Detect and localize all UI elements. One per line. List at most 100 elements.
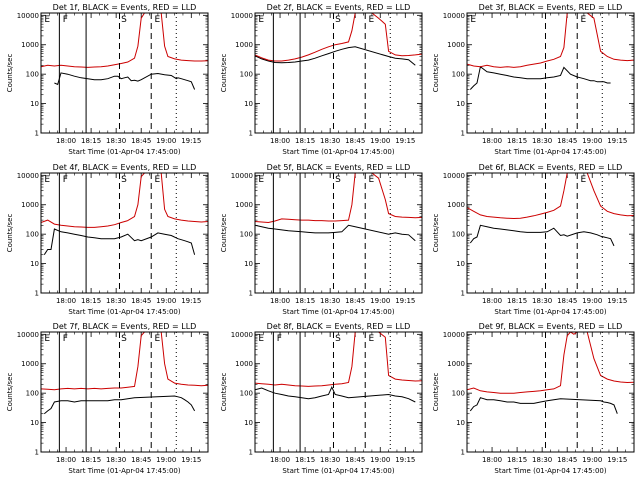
- y-tick-label: 10: [30, 419, 39, 427]
- y-tick-label: 100: [240, 71, 253, 79]
- panel-title: Det 1f, BLACK = Events, RED = LLD: [53, 3, 197, 12]
- x-tick-label: 19:00: [582, 456, 602, 464]
- y-tick-label: 10000: [443, 172, 465, 180]
- interval-marker-label: S: [335, 334, 341, 344]
- plot-frame: [40, 331, 209, 453]
- series-events-line: [469, 397, 618, 414]
- x-axis-label: Start Time (01-Apr-04 17:45:00): [282, 148, 394, 156]
- y-tick-label: 1: [461, 449, 465, 457]
- interval-marker-label: E: [44, 15, 50, 25]
- x-tick-label: 18:30: [106, 456, 126, 464]
- y-tick-label: 1000: [235, 360, 253, 368]
- x-axis-label: Start Time (01-Apr-04 17:45:00): [494, 148, 606, 156]
- series-lld-line: [467, 173, 634, 220]
- series-events-line: [255, 46, 416, 66]
- plot-frame: [466, 331, 635, 453]
- y-tick-label: 10000: [231, 331, 253, 339]
- y-tick-label: 1000: [21, 201, 39, 209]
- series-lld-line: [255, 173, 422, 224]
- interval-marker-label: S: [121, 175, 127, 185]
- x-tick-label: 18:00: [56, 137, 76, 145]
- plot-area: [41, 173, 208, 293]
- y-tick-label: 10: [244, 260, 253, 268]
- x-axis-label: Start Time (01-Apr-04 17:45:00): [282, 467, 394, 475]
- interval-marker-label: E: [155, 334, 161, 344]
- x-tick-label: 18:45: [131, 137, 151, 145]
- x-tick-label: 18:15: [81, 297, 101, 305]
- x-tick-label: 19:15: [395, 456, 415, 464]
- y-axis-label: Counts/sec: [220, 214, 228, 253]
- series-events-line: [43, 228, 196, 255]
- x-tick-label: 18:00: [270, 137, 290, 145]
- interval-marker-label: E: [369, 175, 375, 185]
- plot-area: [255, 332, 422, 452]
- x-tick-label: 18:45: [345, 297, 365, 305]
- interval-marker-label: E: [369, 334, 375, 344]
- panel-title: Det 7f, BLACK = Events, RED = LLD: [53, 322, 197, 331]
- x-tick-label: 18:15: [295, 456, 315, 464]
- series-lld-line: [41, 13, 208, 68]
- x-tick-label: 18:30: [532, 456, 552, 464]
- x-tick-label: 19:00: [156, 137, 176, 145]
- x-axis-label: Start Time (01-Apr-04 17:45:00): [68, 308, 180, 316]
- y-axis-label: Counts/sec: [6, 54, 14, 93]
- plot-area: [41, 332, 208, 452]
- interval-marker-label: F: [63, 334, 68, 344]
- y-tick-label: 1000: [235, 201, 253, 209]
- interval-marker-label: S: [121, 15, 127, 25]
- panel-2: Det 2f, BLACK = Events, RED = LLD Counts/…: [220, 3, 423, 156]
- plot-frame: [466, 172, 635, 294]
- y-axis-label: Counts/sec: [432, 373, 440, 412]
- series-events-line: [255, 224, 416, 242]
- x-tick-label: 18:15: [507, 456, 527, 464]
- x-tick-label: 18:45: [345, 137, 365, 145]
- y-tick-label: 1: [461, 290, 465, 298]
- x-tick-label: 18:00: [482, 297, 502, 305]
- x-tick-label: 18:00: [270, 456, 290, 464]
- plot-frame: [40, 12, 209, 134]
- interval-marker-label: F: [277, 334, 282, 344]
- series-lld-line: [255, 332, 422, 387]
- x-tick-label: 18:00: [56, 456, 76, 464]
- y-tick-label: 100: [452, 390, 465, 398]
- plot-area: [467, 173, 634, 293]
- x-tick-label: 18:15: [81, 456, 101, 464]
- x-tick-label: 18:45: [557, 297, 577, 305]
- series-events-line: [43, 395, 196, 415]
- x-tick-label: 18:00: [56, 297, 76, 305]
- x-tick-label: 18:30: [106, 137, 126, 145]
- x-tick-label: 18:30: [106, 297, 126, 305]
- interval-marker-label: E: [258, 334, 264, 344]
- x-tick-label: 18:00: [270, 297, 290, 305]
- y-tick-label: 10000: [443, 12, 465, 20]
- y-tick-label: 1000: [447, 360, 465, 368]
- plot-area: [467, 332, 634, 452]
- interval-marker-label: E: [581, 175, 587, 185]
- y-tick-label: 1: [249, 290, 253, 298]
- y-tick-label: 1000: [447, 201, 465, 209]
- y-tick-label: 100: [240, 390, 253, 398]
- series-events-line: [469, 65, 611, 90]
- interval-marker-label: E: [44, 175, 50, 185]
- y-tick-label: 10: [244, 419, 253, 427]
- plot-frame: [254, 172, 423, 294]
- panel-8: Det 8f, BLACK = Events, RED = LLD Counts/…: [220, 322, 423, 475]
- x-tick-label: 18:45: [557, 456, 577, 464]
- y-axis-label: Counts/sec: [220, 373, 228, 412]
- x-tick-label: 19:15: [181, 137, 201, 145]
- x-tick-label: 18:15: [507, 297, 527, 305]
- series-events-line: [54, 72, 196, 90]
- x-tick-label: 19:00: [370, 137, 390, 145]
- panel-6: Det 6f, BLACK = Events, RED = LLD Counts/…: [432, 163, 635, 316]
- x-axis-label: Start Time (01-Apr-04 17:45:00): [494, 467, 606, 475]
- x-tick-label: 18:45: [345, 456, 365, 464]
- y-tick-label: 1000: [21, 41, 39, 49]
- y-tick-label: 1000: [235, 41, 253, 49]
- x-tick-label: 18:00: [482, 456, 502, 464]
- plot-frame: [466, 12, 635, 134]
- interval-marker-label: E: [581, 15, 587, 25]
- plot-frame: [254, 331, 423, 453]
- y-axis-label: Counts/sec: [432, 214, 440, 253]
- y-tick-label: 100: [240, 231, 253, 239]
- x-axis-label: Start Time (01-Apr-04 17:45:00): [494, 308, 606, 316]
